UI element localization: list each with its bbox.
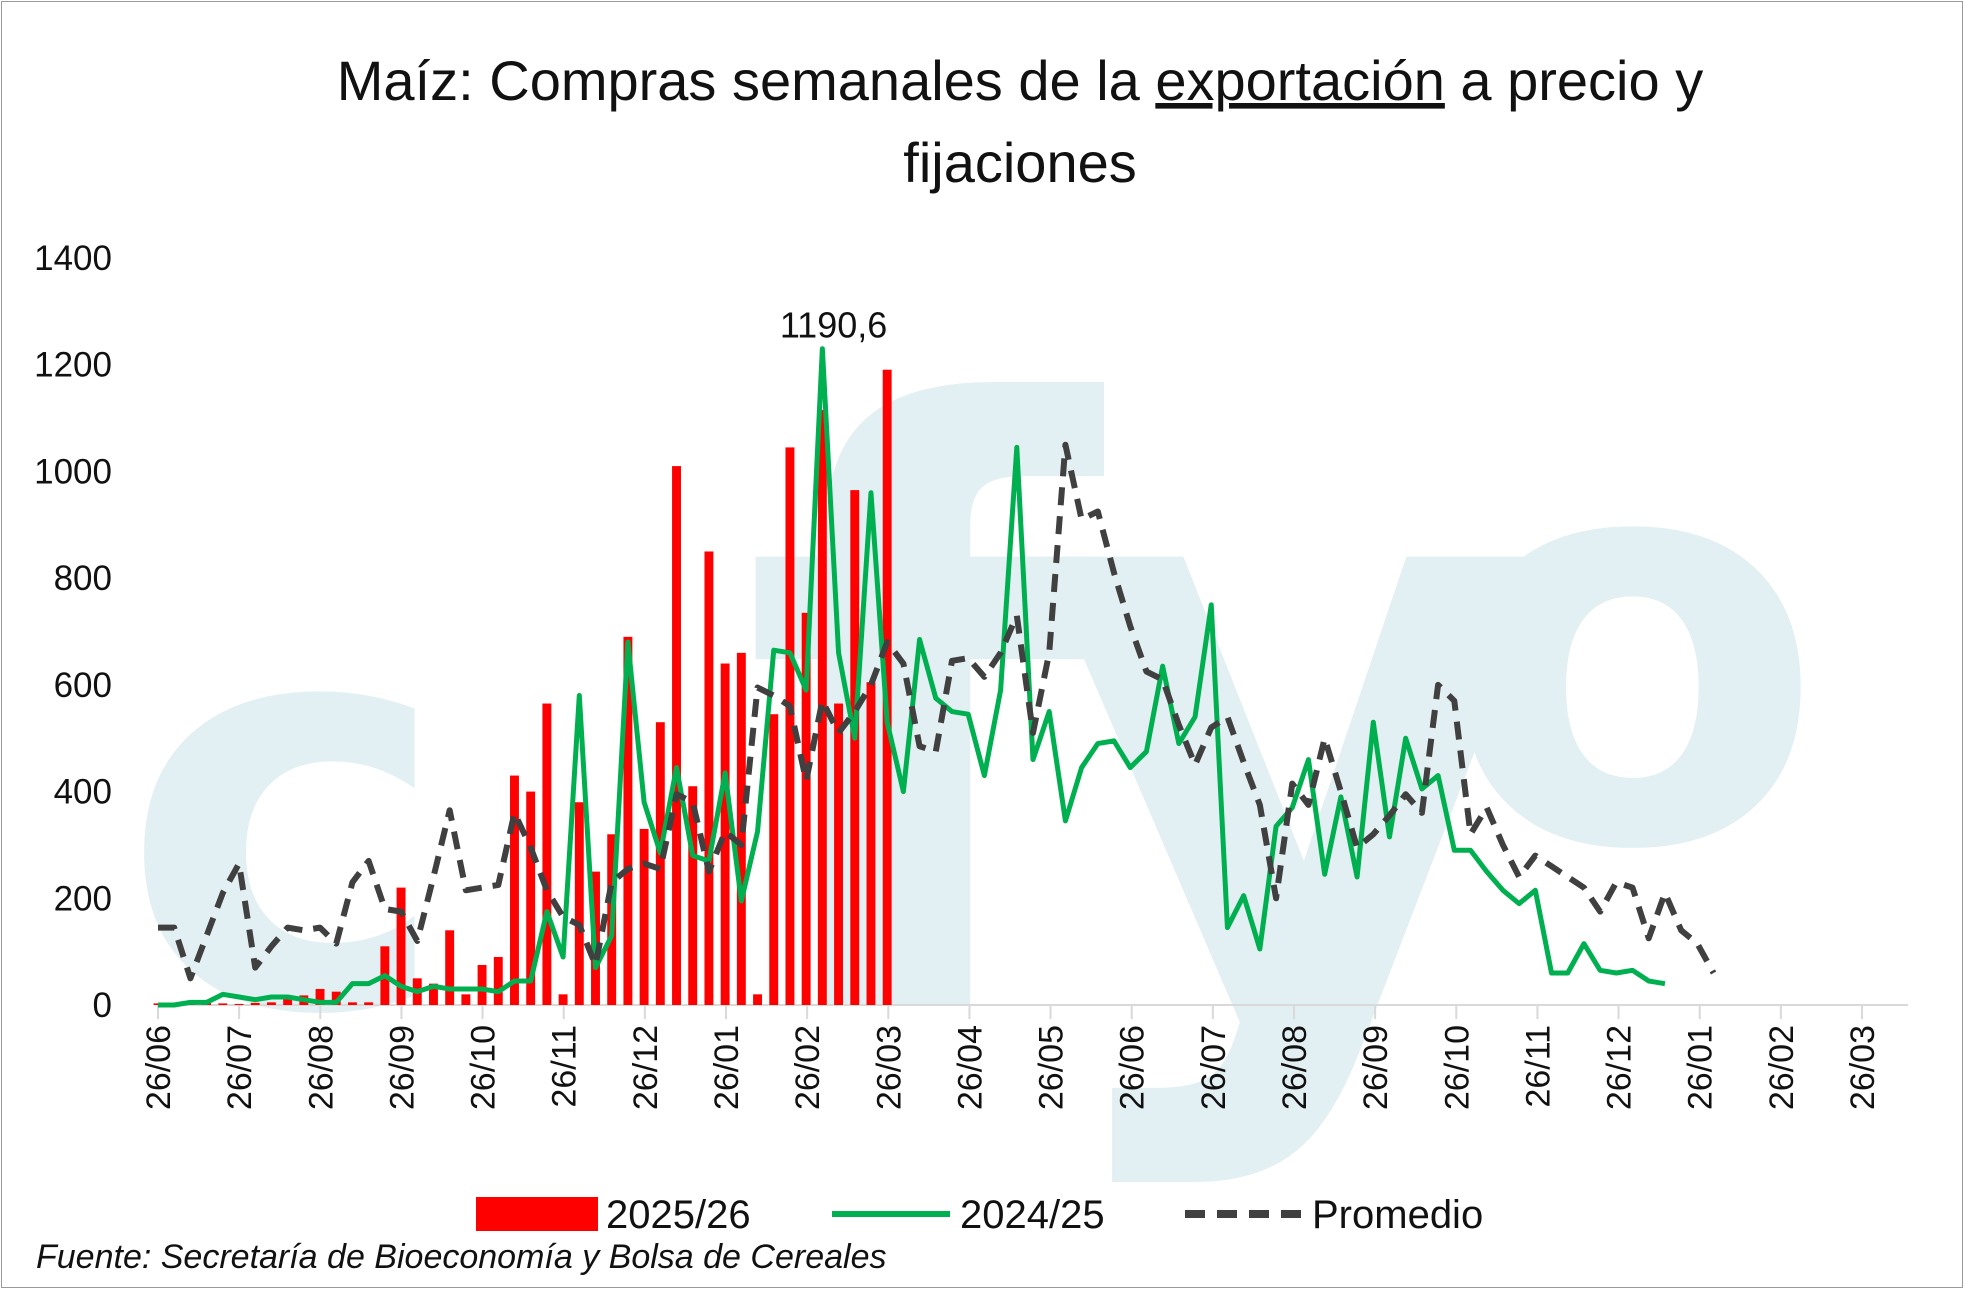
bar-2025-26 [477,964,487,1005]
bar-2025-26 [574,802,584,1005]
x-tick-label: 26/10 [1438,1025,1476,1110]
chart-title-line1: Maíz: Compras semanales de la exportació… [337,49,1703,112]
y-tick-label: 400 [54,773,112,812]
promedio-line-path [158,441,1717,982]
y-axis: 0 200 400 600 800 1000 1200 1400 [34,239,112,1025]
bar-2025-26 [769,714,779,1005]
x-tick-label: 26/03 [1844,1025,1882,1110]
bar-2025-26 [866,682,876,1005]
x-tick-label: 26/03 [870,1025,908,1110]
bar-2025-26 [834,703,844,1005]
bar-2025-26 [493,956,503,1005]
bar-2025-26 [720,663,730,1005]
x-tick-label: 26/07 [221,1025,259,1110]
watermark-letter: y [1030,245,1565,1199]
x-tick-label: 26/05 [1033,1025,1071,1110]
x-tick-label: 26/06 [140,1025,178,1110]
legend-swatch-2025-26 [476,1197,598,1231]
y-tick-label: 200 [54,879,112,918]
bar-2025-26 [526,791,536,1005]
watermark-letter: o [1440,321,1825,973]
bar-2025-26 [850,490,860,1005]
bar-2025-26 [283,998,293,1005]
chart-title-underlined-word: exportación [1155,49,1445,112]
bar-2025-26 [250,1002,260,1005]
x-tick-label: 26/12 [627,1025,665,1110]
bar-2025-26 [753,994,762,1005]
bar-2025-26 [655,722,665,1005]
y-tick-label: 1000 [34,452,112,491]
x-tick-label: 26/09 [383,1025,421,1110]
bar-2025-26 [510,775,519,1005]
bar-2025-26 [704,551,714,1005]
bar-2025-26 [542,703,552,1005]
x-tick-label: 26/04 [951,1025,989,1110]
bar-2025-26 [364,1002,374,1005]
bar-2025-26 [461,994,471,1005]
bar-2025-26 [639,828,649,1005]
bar-2025-26 [218,1003,228,1005]
x-tick-label: 26/06 [1114,1025,1152,1110]
y-tick-label: 800 [54,559,112,598]
x-tick-label: 26/12 [1601,1025,1639,1110]
bar-2025-26 [234,1003,244,1005]
x-tick-label: 26/01 [1682,1025,1720,1110]
bar-2025-26 [445,930,455,1005]
x-tick-label: 26/07 [1195,1025,1233,1110]
chart-title-line2: fijaciones [903,131,1136,194]
legend-label-2024-25: 2024/25 [960,1193,1105,1237]
x-tick-label: 26/08 [302,1025,340,1110]
bar-2025-26 [672,466,681,1005]
bar-2025-26 [396,887,406,1005]
x-tick-label: 26/08 [1276,1025,1314,1110]
x-tick-label: 26/09 [1357,1025,1395,1110]
annotations: 1190,6 [780,305,887,346]
line-series-promedio [158,441,1717,982]
x-tick-label: 26/02 [1763,1025,1801,1110]
x-tick-label: 26/02 [789,1025,827,1110]
bar-2025-26 [558,994,568,1005]
y-tick-label: 600 [54,666,112,705]
bar-2025-26 [801,612,811,1005]
bar-2025-26 [266,1002,276,1005]
watermark-letter: c [120,486,452,1138]
x-tick-label: 26/10 [465,1025,503,1110]
x-tick-label: 26/11 [1519,1025,1557,1108]
peak-data-label: 1190,6 [780,305,887,346]
x-tick-label: 26/01 [708,1025,746,1110]
y-tick-label: 0 [93,986,112,1025]
bar-2025-26 [315,988,325,1005]
bar-2025-26 [785,447,795,1005]
bar-2025-26 [347,1002,357,1005]
legend: 2025/26 2024/25 Promedio [476,1193,1483,1237]
source-note: Fuente: Secretaría de Bioeconomía y Bols… [36,1238,886,1276]
y-tick-label: 1400 [34,239,112,278]
y-tick-label: 1200 [34,346,112,385]
legend-label-promedio: Promedio [1312,1193,1483,1237]
x-tick-label: 26/11 [546,1025,584,1108]
bar-2025-26 [688,786,698,1005]
watermark-logo: c fyo [120,245,1825,1199]
bar-2025-26 [429,983,438,1005]
legend-label-2025-26: 2025/26 [606,1193,751,1237]
bar-2025-26 [331,991,341,1005]
bar-2025-26 [623,636,633,1005]
